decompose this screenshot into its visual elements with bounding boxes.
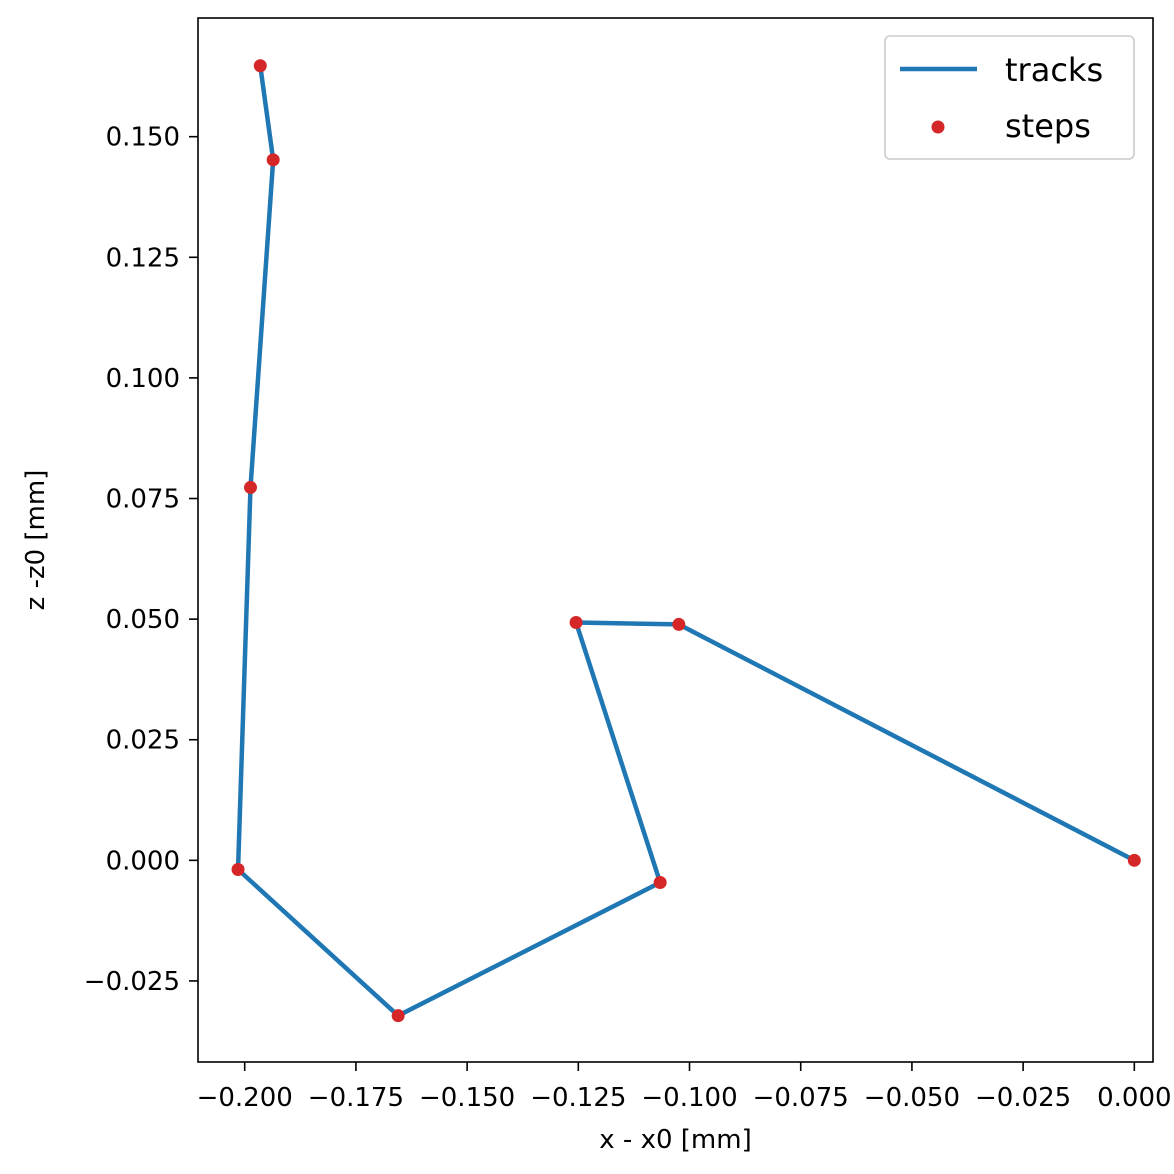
step-point [253, 59, 267, 73]
legend: tracks steps [884, 35, 1135, 160]
legend-steps-label: steps [1005, 107, 1091, 145]
x-tick-label: −0.125 [530, 1083, 626, 1113]
x-axis-ticks: −0.200 −0.175 −0.150 −0.125 −0.100 −0.075 −0.0… [197, 1062, 1172, 1113]
step-point [266, 153, 280, 167]
step-point [569, 615, 583, 629]
x-axis-label: x - x0 [mm] [599, 1125, 751, 1155]
y-tick-label: 0.100 [106, 364, 180, 394]
y-axis-label: z -z0 [mm] [21, 470, 51, 611]
x-tick-label: −0.025 [975, 1083, 1071, 1113]
step-point [391, 1009, 405, 1023]
plot-area [231, 59, 1141, 1023]
y-axis-ticks: −0.025 0.000 0.025 0.050 0.075 0.100 0.125 0.15… [84, 123, 198, 997]
step-point [231, 863, 245, 877]
y-tick-label: 0.000 [106, 846, 180, 876]
axes-frame [197, 17, 1154, 1063]
y-tick-label: 0.075 [106, 485, 180, 515]
x-tick-label: −0.100 [641, 1083, 737, 1113]
y-tick-label: 0.050 [106, 605, 180, 635]
step-point [243, 480, 257, 494]
y-tick-label: −0.025 [84, 967, 180, 997]
y-tick-label: 0.025 [106, 726, 180, 756]
x-tick-label: −0.175 [308, 1083, 404, 1113]
legend-steps-swatch [931, 120, 945, 134]
x-tick-label: −0.075 [753, 1083, 849, 1113]
x-tick-label: −0.150 [419, 1083, 515, 1113]
legend-tracks-label: tracks [1005, 51, 1103, 89]
x-tick-label: 0.000 [1097, 1083, 1171, 1113]
y-tick-label: 0.125 [106, 243, 180, 273]
x-tick-label: −0.200 [197, 1083, 293, 1113]
step-point [653, 876, 667, 890]
x-tick-label: −0.050 [864, 1083, 960, 1113]
step-point [1127, 853, 1141, 867]
y-tick-label: 0.150 [106, 123, 180, 153]
step-point [672, 617, 686, 631]
